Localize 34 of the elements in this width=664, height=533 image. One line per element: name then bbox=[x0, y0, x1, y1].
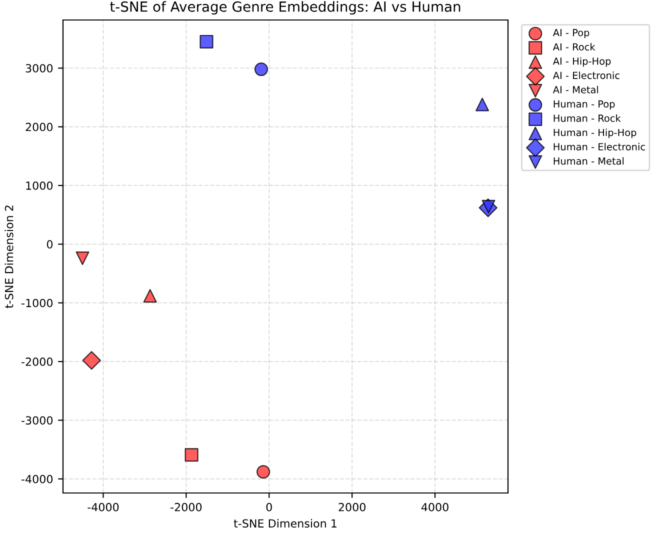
legend-label: Human - Pop bbox=[554, 100, 615, 110]
y-axis-title: t-SNE Dimension 2 bbox=[4, 206, 14, 308]
point bbox=[476, 98, 490, 112]
y-tick-label: -2000 bbox=[22, 358, 53, 366]
chart-title: t-SNE of Average Genre Embeddings: AI vs Human bbox=[110, 1, 460, 15]
x-tick-label: -2000 bbox=[170, 502, 202, 512]
legend-label: Human - Electronic bbox=[554, 142, 645, 150]
y-tick-label: -3000 bbox=[22, 416, 53, 425]
x-tick-label: 0 bbox=[266, 502, 272, 512]
point bbox=[76, 251, 90, 266]
legend-label: Human - Metal bbox=[554, 157, 624, 165]
legend-label: Human - Hip-Hop bbox=[554, 128, 636, 138]
legend-label: AI - Hip-Hop bbox=[552, 57, 611, 67]
legend-label: Human - Rock bbox=[554, 114, 621, 122]
legend-label: AI - Pop bbox=[552, 29, 590, 38]
y-tick-label: -4000 bbox=[22, 474, 53, 484]
x-tick-label: 4000 bbox=[421, 502, 448, 512]
point bbox=[82, 351, 101, 370]
y-tick-label: 2000 bbox=[26, 122, 53, 132]
legend-label: AI - Metal bbox=[552, 86, 598, 94]
legend-label: AI - Rock bbox=[552, 43, 596, 51]
x-axis-title: t-SNE Dimension 1 bbox=[234, 519, 336, 528]
y-tick-label: 3000 bbox=[26, 64, 53, 72]
y-tick-label: -1000 bbox=[22, 298, 53, 308]
legend-label: AI - Electronic bbox=[552, 72, 620, 80]
x-tick-label: 2000 bbox=[338, 502, 366, 512]
x-tick-label: -4000 bbox=[88, 502, 119, 512]
point bbox=[143, 289, 157, 303]
y-tick-label: 0 bbox=[46, 240, 53, 249]
point bbox=[254, 62, 268, 76]
point bbox=[200, 34, 214, 48]
point bbox=[184, 448, 198, 462]
y-tick-label: 1000 bbox=[26, 181, 53, 190]
point bbox=[256, 465, 270, 479]
